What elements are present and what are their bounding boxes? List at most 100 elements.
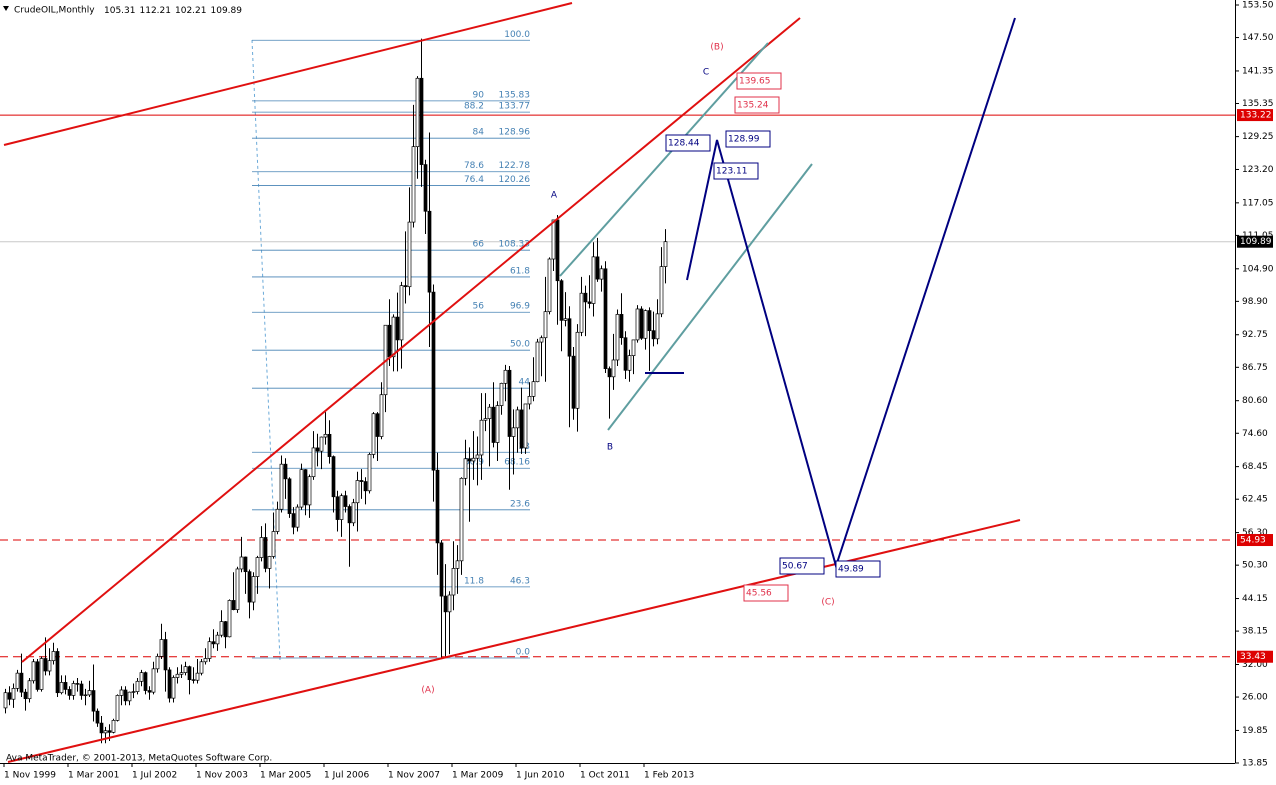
candle-body: [511, 427, 516, 437]
candle-body: [3, 692, 8, 709]
candle-body: [255, 557, 260, 577]
price-note: 135.24: [737, 101, 769, 111]
candle-body: [395, 316, 400, 341]
y-tick-label: 68.45: [1242, 462, 1268, 472]
y-tick-label: 80.60: [1242, 396, 1268, 406]
candle-body: [363, 481, 368, 492]
candle-body: [379, 394, 384, 437]
candle-body: [119, 689, 124, 696]
fib-ratio: 66: [473, 240, 485, 250]
candle-body: [351, 502, 356, 524]
fib-price: 46.3: [510, 576, 530, 586]
candle-body: [647, 310, 652, 332]
candle-body: [155, 655, 160, 670]
candle-body: [251, 576, 256, 603]
candle-body: [291, 513, 296, 528]
candle-body: [83, 694, 88, 697]
candle-body: [575, 331, 580, 409]
candle-body: [79, 683, 84, 696]
candle-body: [235, 568, 240, 611]
candle-body: [43, 658, 48, 672]
candle-body: [103, 730, 108, 734]
candle-body: [399, 285, 404, 341]
candle-body: [211, 641, 216, 645]
candle-body: [259, 537, 264, 558]
projection-path: [686, 17, 1016, 570]
candle-body: [35, 661, 40, 690]
fib-ratio: 0.0: [516, 647, 531, 657]
candle-body: [459, 477, 464, 562]
y-tick-label: 117.05: [1242, 198, 1274, 208]
wave-label: A: [551, 191, 558, 201]
candle-body: [391, 316, 396, 358]
menu-arrow[interactable]: [3, 6, 9, 11]
candle-body: [387, 324, 392, 358]
fib-ratio: 100.0: [504, 30, 530, 40]
candle-body: [7, 692, 12, 700]
levels: [0, 114, 1235, 658]
candle-body: [95, 710, 100, 724]
candle-body: [63, 682, 68, 690]
candle-body: [607, 368, 612, 378]
candle-body: [431, 291, 436, 471]
candle-body: [635, 308, 640, 341]
candle-body: [167, 669, 172, 699]
candle-body: [51, 651, 56, 662]
y-tick-label: 56.30: [1242, 528, 1268, 538]
candle-body: [527, 395, 532, 405]
price-note-box: [779, 557, 825, 575]
fib-price: 122.78: [499, 161, 531, 171]
price-tag-label: 54.93: [1240, 536, 1266, 546]
candle-body: [583, 292, 588, 303]
channel-line: [559, 42, 769, 277]
candle-body: [23, 691, 28, 700]
price-tag: [1237, 650, 1273, 663]
fib-ratio: 56: [473, 302, 485, 312]
price-note: 50.67: [782, 562, 808, 572]
x-tick-label: 1 Mar 2009: [452, 771, 504, 781]
ohlc-value: 109.89: [211, 6, 243, 16]
fib-price: 133.77: [499, 102, 531, 112]
candle-body: [147, 690, 152, 693]
x-tick-label: 1 Nov 1999: [4, 771, 56, 781]
wave-label: B: [607, 443, 613, 453]
price-note: 128.99: [728, 135, 760, 145]
price-tag: [1237, 109, 1273, 122]
candle-body: [427, 210, 432, 293]
candle-body: [547, 258, 552, 313]
candle-body: [223, 621, 228, 638]
trendlines: [3, 2, 1021, 763]
candle-body: [503, 369, 508, 384]
fib-ratio: 84: [473, 128, 485, 138]
candle-body: [339, 495, 344, 520]
candle-body: [539, 337, 544, 343]
candle-body: [371, 413, 376, 455]
fib-ratio: 90: [473, 90, 485, 100]
axes: 153.50 147.50 141.35 135.35 129.25 123.20 117.…: [3, 1, 1274, 781]
y-tick-label: 104.90: [1242, 264, 1274, 274]
candle-body: [307, 476, 312, 506]
candle-body: [311, 447, 316, 478]
candle-body: [451, 568, 456, 596]
candle-body: [495, 405, 500, 443]
candle-body: [131, 691, 136, 693]
ohlc-header: 105.31 112.21 102.21 109.89: [104, 6, 242, 16]
x-tick-label: 1 Jul 2002: [132, 771, 177, 781]
price-tag: [1237, 534, 1273, 547]
candle-body: [515, 409, 520, 429]
candle-body: [579, 292, 584, 333]
wave-label: (A): [421, 686, 434, 696]
y-tick-label: 38.15: [1242, 627, 1268, 637]
x-tick-label: 1 Oct 2011: [580, 771, 630, 781]
candle-body: [31, 661, 36, 682]
fib-price: 96.9: [510, 302, 530, 312]
candle-body: [591, 256, 596, 304]
candle-body: [99, 722, 104, 734]
candle-body: [467, 458, 472, 462]
fib-price: 120.26: [499, 175, 531, 185]
candle-body: [487, 406, 492, 419]
candle-body: [171, 677, 176, 699]
candle-body: [115, 695, 120, 721]
candle-body: [75, 683, 80, 685]
candle-body: [135, 680, 140, 692]
